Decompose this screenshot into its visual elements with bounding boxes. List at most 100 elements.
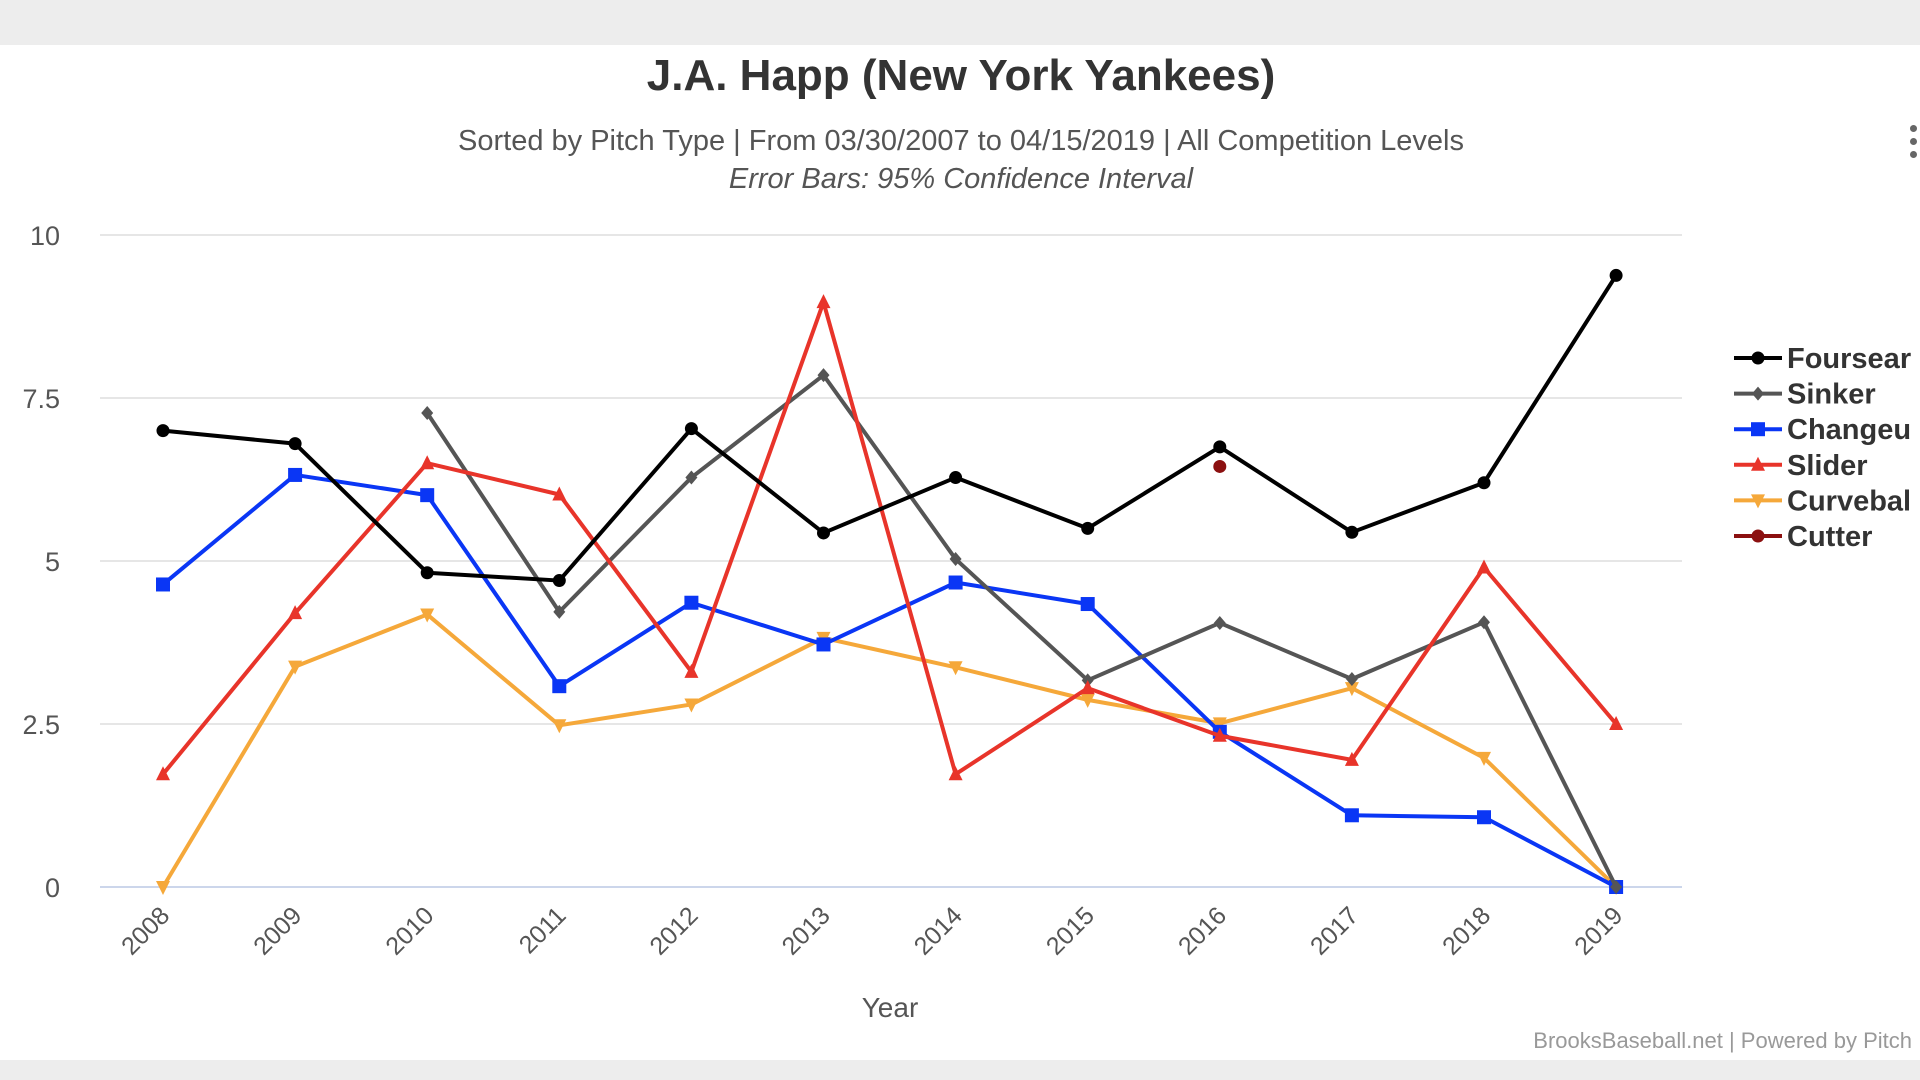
series-line	[161, 612, 1618, 889]
legend-item-curvebal[interactable]: Curvebal	[1734, 485, 1911, 517]
data-point[interactable]	[816, 637, 831, 652]
series-sinker	[421, 368, 1623, 894]
data-point[interactable]	[1213, 440, 1227, 454]
legend-item-cutter[interactable]: Cutter	[1734, 521, 1872, 553]
data-point[interactable]	[949, 471, 963, 485]
data-point[interactable]	[685, 470, 698, 485]
series-line	[162, 274, 1618, 583]
data-point[interactable]	[552, 679, 567, 694]
x-tick-label: 2016	[1173, 901, 1232, 960]
legend-item-sinker[interactable]: Sinker	[1734, 379, 1876, 411]
data-point[interactable]	[288, 660, 303, 675]
y-tick-label: 7.5	[22, 384, 60, 414]
y-axis-ticks: 0 2.5 5 7.5 10	[22, 221, 60, 903]
data-point[interactable]	[1080, 693, 1095, 708]
x-tick-label: 2008	[116, 901, 175, 960]
data-point[interactable]	[1345, 525, 1359, 539]
data-point[interactable]	[156, 424, 170, 438]
legend-marker[interactable]	[1751, 456, 1765, 471]
legend-marker[interactable]	[1751, 529, 1765, 543]
x-axis-ticks: 2008 2009 2010 2011 2012 2013 2014 2015 2016 2017…	[116, 901, 1628, 960]
legend-item-slider[interactable]: Slider	[1734, 450, 1868, 482]
data-point[interactable]	[553, 604, 566, 619]
legend-item-changeu[interactable]: Changeu	[1734, 414, 1911, 446]
data-point[interactable]	[684, 595, 699, 610]
legend-label: Slider	[1787, 450, 1868, 482]
series-curvebal	[156, 608, 1624, 895]
data-point[interactable]	[948, 766, 963, 781]
line-chart: J.A. Happ (New York Yankees) Sorted by P…	[22, 51, 1912, 1053]
data-point[interactable]	[1213, 615, 1226, 630]
legend-label: Foursear	[1787, 343, 1911, 375]
x-axis-label: Year	[862, 992, 919, 1023]
data-point[interactable]	[1478, 615, 1490, 630]
chart-credits: BrooksBaseball.net | Powered by Pitch	[1533, 1028, 1912, 1053]
data-point[interactable]	[1212, 717, 1227, 732]
data-point[interactable]	[684, 422, 698, 436]
data-point[interactable]	[817, 526, 830, 540]
data-point[interactable]	[552, 486, 567, 501]
chart-title: J.A. Happ (New York Yankees)	[647, 51, 1275, 100]
data-point[interactable]	[1080, 597, 1095, 612]
data-point[interactable]	[288, 605, 303, 620]
chart-menu-icon[interactable]	[1910, 125, 1920, 165]
data-point[interactable]	[1609, 268, 1623, 282]
data-point[interactable]	[948, 661, 963, 676]
x-tick-label: 2013	[777, 901, 836, 960]
data-point[interactable]	[816, 294, 831, 309]
data-point[interactable]	[288, 467, 303, 482]
data-point[interactable]	[1477, 810, 1491, 825]
legend-label: Cutter	[1787, 521, 1872, 553]
y-tick-label: 5	[45, 547, 60, 577]
data-point[interactable]	[684, 698, 699, 713]
y-tick-label: 0	[45, 873, 60, 903]
series-layer	[156, 268, 1624, 895]
data-point[interactable]	[1344, 808, 1359, 823]
data-point[interactable]	[552, 574, 566, 588]
data-point[interactable]	[949, 552, 962, 567]
x-tick-label: 2018	[1437, 901, 1496, 960]
series-slider	[156, 294, 1624, 781]
data-point[interactable]	[1213, 459, 1227, 473]
data-point[interactable]	[420, 455, 435, 470]
data-point[interactable]	[1477, 476, 1491, 490]
data-point[interactable]	[1080, 680, 1095, 695]
data-point[interactable]	[288, 437, 302, 451]
data-point[interactable]	[420, 488, 435, 503]
data-point[interactable]	[1081, 521, 1095, 535]
data-point[interactable]	[1610, 880, 1623, 894]
legend-label: Changeu	[1787, 414, 1911, 446]
data-point[interactable]	[420, 608, 435, 623]
legend-marker[interactable]	[1751, 494, 1765, 509]
legend-marker[interactable]	[1752, 386, 1764, 401]
data-point[interactable]	[1345, 672, 1358, 687]
data-point[interactable]	[684, 663, 699, 678]
legend-marker[interactable]	[1751, 351, 1765, 365]
data-point[interactable]	[1477, 559, 1491, 574]
data-point[interactable]	[156, 766, 170, 781]
data-point[interactable]	[1477, 751, 1491, 766]
chart-subtitle-error-bars: Error Bars: 95% Confidence Interval	[729, 163, 1195, 195]
legend-marker[interactable]	[1751, 422, 1765, 437]
data-point[interactable]	[421, 405, 434, 420]
series-line	[161, 300, 1618, 777]
legend-label: Sinker	[1787, 379, 1876, 411]
chart-panel: J.A. Happ (New York Yankees) Sorted by P…	[0, 45, 1920, 1060]
x-tick-label: 2015	[1041, 901, 1100, 960]
data-point[interactable]	[1344, 751, 1359, 766]
legend-label: Curvebal	[1787, 485, 1911, 517]
x-tick-label: 2010	[380, 901, 439, 960]
data-point[interactable]	[552, 719, 567, 734]
data-point[interactable]	[1212, 727, 1227, 742]
x-tick-label: 2012	[645, 901, 704, 960]
legend-item-foursear[interactable]: Foursear	[1734, 343, 1911, 375]
data-point[interactable]	[420, 566, 434, 580]
data-point[interactable]	[156, 881, 170, 895]
data-point[interactable]	[1609, 716, 1624, 730]
data-point[interactable]	[817, 368, 830, 383]
x-tick-label: 2011	[514, 901, 572, 959]
data-point[interactable]	[948, 575, 963, 590]
data-point[interactable]	[1344, 682, 1359, 697]
data-point[interactable]	[156, 577, 170, 592]
